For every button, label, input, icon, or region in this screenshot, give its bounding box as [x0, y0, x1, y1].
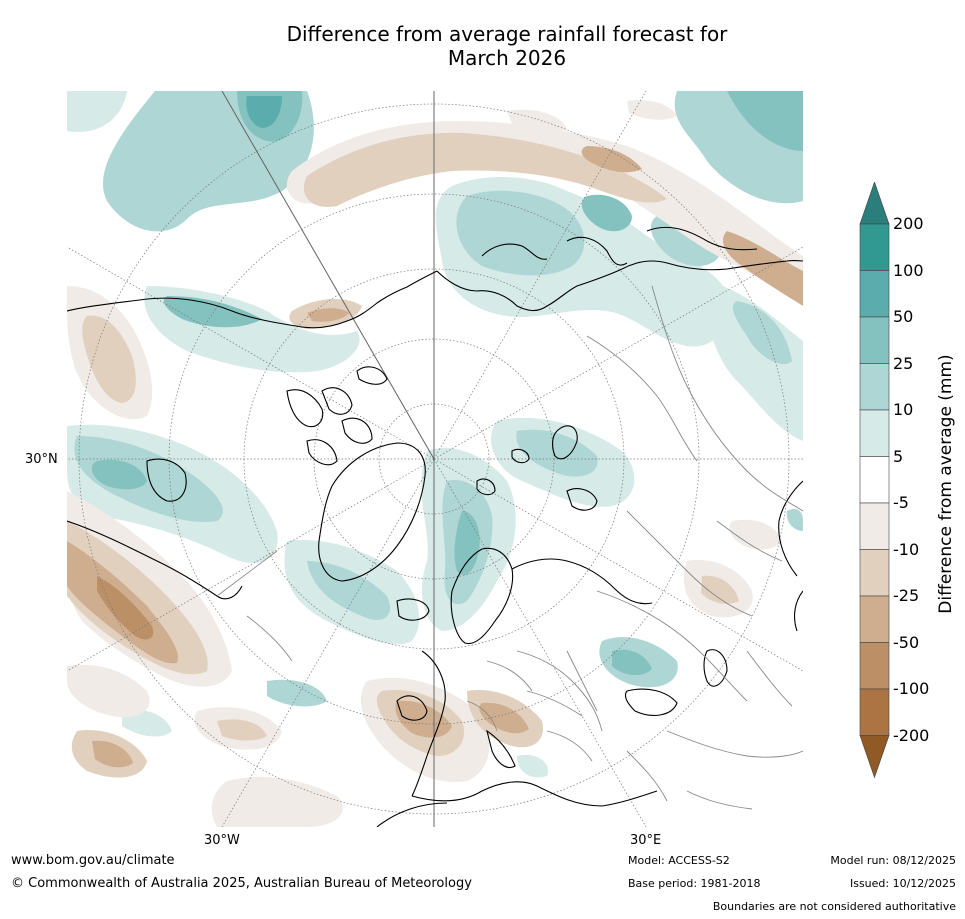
issued-date: Issued: 10/12/2025	[849, 877, 956, 890]
colorbar-segment	[859, 456, 890, 504]
colorbar-tick-label: 200	[893, 214, 924, 233]
colorbar-segment	[859, 316, 890, 364]
colorbar-segment	[859, 409, 890, 457]
colorbar-segment	[859, 595, 890, 643]
colorbar-tick-label: 5	[893, 446, 904, 466]
meridian-lines	[221, 91, 435, 827]
colorbar-segment	[859, 688, 890, 736]
colorbar-svg	[859, 181, 890, 779]
colorbar-tick-label: -25	[893, 586, 920, 605]
title-line-2: March 2026	[447, 46, 567, 70]
copyright-text: © Commonwealth of Australia 2025, Austra…	[11, 876, 472, 891]
coastlines	[67, 226, 803, 827]
model-name: Model: ACCESS-S2	[628, 854, 730, 867]
longitude-label-30e: 30°E	[630, 833, 662, 848]
colorbar-tick-label: -50	[893, 632, 920, 652]
colorbar-tick-label: -200	[893, 725, 930, 745]
map-svg	[67, 91, 803, 827]
colorbar-tick-label: 50	[893, 307, 914, 326]
boundaries-disclaimer: Boundaries are not considered authoritat…	[712, 900, 956, 913]
colorbar-segment	[859, 270, 890, 318]
colorbar	[859, 181, 891, 786]
colorbar-segment	[859, 502, 890, 550]
colorbar-segment	[859, 363, 890, 411]
colorbar-tick-label: -100	[893, 679, 930, 698]
colorbar-tick-label: 100	[893, 260, 924, 280]
wetter-anomaly-regions	[67, 91, 803, 778]
colorbar-extend-bottom	[859, 735, 890, 779]
website-link[interactable]: www.bom.gov.au/climate	[11, 853, 175, 868]
colorbar-extend-top	[859, 181, 890, 225]
colorbar-segment	[859, 223, 890, 271]
base-period: Base period: 1981-2018	[628, 877, 761, 890]
longitude-label-30w: 30°W	[204, 833, 240, 848]
title-line-1: Difference from average rainfall forecas…	[286, 22, 728, 46]
colorbar-segment	[859, 549, 890, 597]
colorbar-segment	[859, 642, 890, 690]
colorbar-tick-label: -5	[893, 493, 909, 512]
country-boundaries	[216, 285, 803, 810]
colorbar-title: Difference from average (mm)	[936, 354, 956, 614]
model-run-date: Model run: 08/12/2025	[830, 854, 956, 867]
colorbar-tick-label: -10	[893, 539, 920, 559]
rainfall-anomaly-map	[67, 91, 803, 827]
drier-anomaly-regions	[67, 100, 803, 827]
colorbar-tick-label: 10	[893, 400, 914, 419]
colorbar-tick-label: 25	[893, 353, 914, 373]
latitude-label-30n: 30°N	[25, 452, 58, 467]
chart-title: Difference from average rainfall forecas…	[200, 22, 814, 70]
